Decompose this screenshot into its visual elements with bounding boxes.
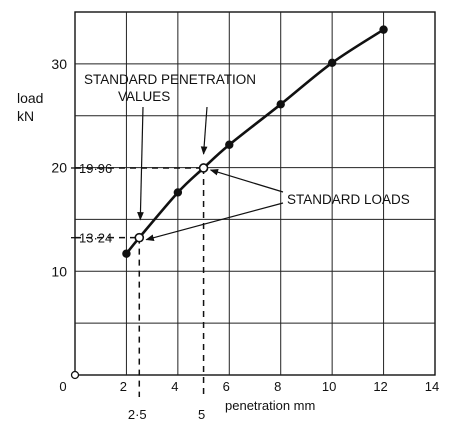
guide-lines (71, 167, 205, 397)
y-axis-label-line1: load (17, 90, 43, 106)
arrow-to-load-13-24 (145, 202, 284, 241)
annotation-standard-penetration-line2: VALUES (118, 89, 170, 104)
x-tick-label-8: 8 (274, 379, 281, 394)
x-tick-label-14: 14 (425, 379, 439, 394)
standard-penetration-label-0: 2·5 (128, 407, 147, 422)
plot-frame (74, 11, 436, 376)
y-axis-label-line2: kN (17, 108, 34, 124)
data-series (122, 25, 388, 258)
standard-load-label-1: 19·96 (79, 161, 112, 176)
data-point-4 (225, 140, 234, 149)
y-tick-label-10: 10 (51, 263, 67, 279)
arrow-to-penetration-2-5 (137, 106, 144, 221)
data-point-6 (327, 58, 337, 68)
data-point-3 (198, 163, 209, 173)
data-point-5 (276, 100, 285, 109)
x-tick-label-10: 10 (322, 379, 336, 394)
data-point-7 (379, 25, 388, 34)
standard-penetration-label-1: 5 (198, 407, 205, 422)
annotations: STANDARD PENETRATION VALUES STANDARD LOADS (84, 72, 410, 241)
data-point-0 (122, 249, 131, 258)
x-axis-label: penetration mm (225, 398, 315, 413)
x-tick-label-6: 6 (223, 379, 230, 394)
arrow-to-penetration-5 (200, 106, 208, 155)
x-tick-label-0: 0 (59, 379, 66, 394)
x-tick-label-4: 4 (171, 379, 178, 394)
data-point-2 (173, 188, 183, 197)
origin-marker (70, 370, 80, 380)
data-point-1 (134, 232, 145, 243)
annotation-standard-loads: STANDARD LOADS (287, 192, 410, 207)
axis-labels: 0 2 4 6 8 10 12 14 10 20 30 load kN penetration mm 13·… (17, 56, 439, 422)
grid (70, 11, 436, 380)
load-penetration-curve (125, 28, 385, 255)
x-tick-label-12: 12 (373, 379, 387, 394)
arrow-to-load-19-96 (209, 168, 284, 193)
x-tick-label-2: 2 (120, 379, 127, 394)
y-tick-label-30: 30 (51, 56, 67, 72)
annotation-standard-penetration-line1: STANDARD PENETRATION (84, 72, 256, 87)
y-tick-label-20: 20 (51, 160, 67, 176)
standard-load-label-0: 13·24 (79, 231, 112, 246)
